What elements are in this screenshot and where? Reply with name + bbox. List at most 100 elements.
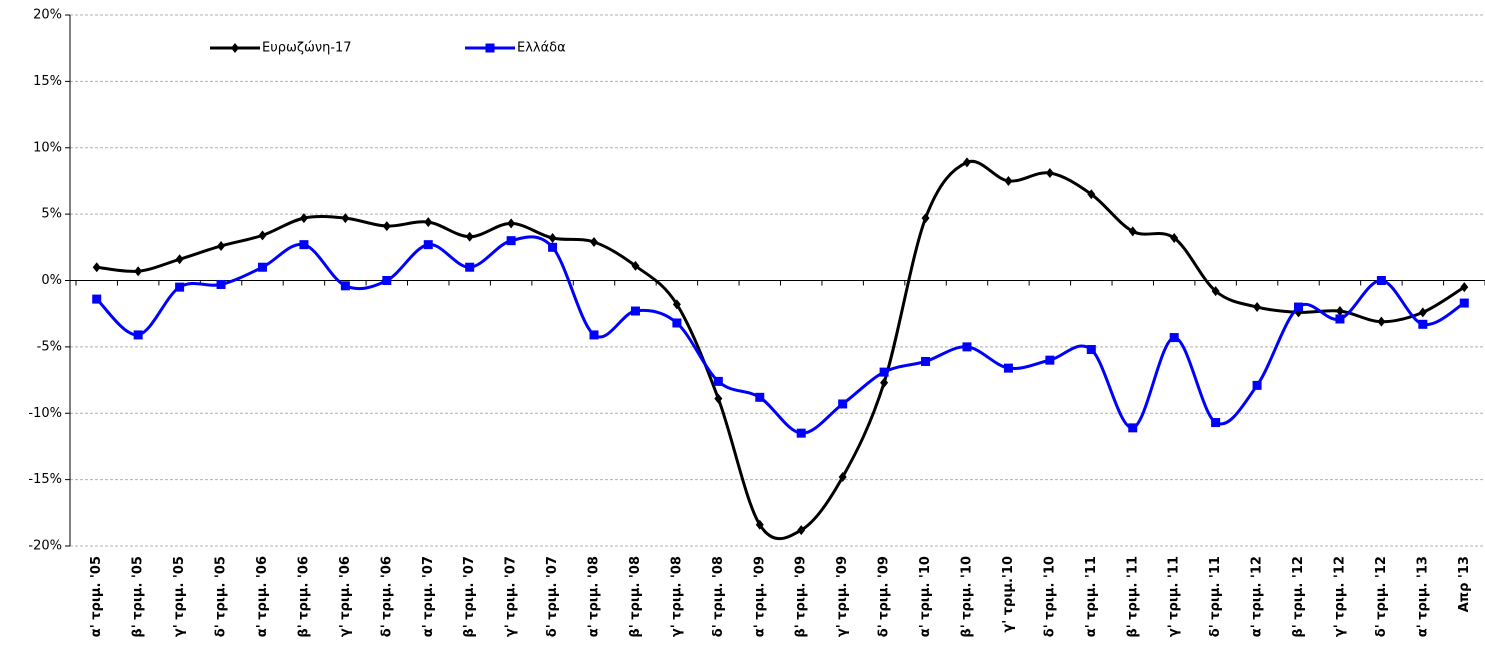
x-tick-label: α' τριμ. '13 xyxy=(1415,556,1430,637)
marker xyxy=(548,242,558,252)
marker xyxy=(507,218,516,229)
marker xyxy=(258,230,267,241)
marker xyxy=(880,377,889,388)
marker xyxy=(755,392,765,402)
x-tick-label: α' τριμ. '06 xyxy=(255,556,270,637)
marker xyxy=(630,306,640,316)
marker xyxy=(92,294,102,304)
marker xyxy=(962,342,972,352)
x-tick-label: α' τριμ. '10 xyxy=(918,556,933,637)
marker xyxy=(1211,286,1220,297)
marker xyxy=(175,282,185,292)
x-tick-label: δ' τριμ. '06 xyxy=(379,556,394,637)
x-tick-label: α' τριμ. '07 xyxy=(421,556,436,637)
marker xyxy=(382,221,391,232)
x-tick-label: δ' τριμ. '10 xyxy=(1042,556,1057,637)
marker xyxy=(672,299,681,310)
marker xyxy=(797,525,806,536)
marker xyxy=(548,233,557,244)
marker xyxy=(1128,226,1137,237)
x-tick-label: δ' τριμ. '09 xyxy=(877,556,892,637)
x-tick-label: γ' τριμ. '05 xyxy=(172,556,187,637)
y-tick-label: 0% xyxy=(41,273,62,288)
marker xyxy=(465,262,475,272)
marker xyxy=(962,157,971,168)
marker xyxy=(231,43,239,53)
y-tick-label: -20% xyxy=(28,539,62,554)
marker xyxy=(465,231,474,242)
marker xyxy=(1004,175,1013,186)
marker xyxy=(1459,298,1469,308)
marker xyxy=(217,240,226,251)
marker xyxy=(382,276,392,285)
x-tick-label: β' τριμ. '11 xyxy=(1125,556,1140,638)
x-tick-label: β' τριμ. '10 xyxy=(959,556,974,638)
x-tick-label: δ' τριμ. '12 xyxy=(1374,556,1389,637)
x-tick-label: Απρ '13 xyxy=(1457,556,1472,612)
marker xyxy=(257,262,267,272)
marker xyxy=(1003,363,1013,373)
marker xyxy=(216,279,226,289)
x-tick-label: γ' τριμ. '09 xyxy=(835,556,850,637)
marker xyxy=(672,318,682,328)
x-tick-label: γ' τριμ. '11 xyxy=(1167,556,1182,637)
marker xyxy=(133,330,143,340)
marker xyxy=(1335,314,1345,324)
x-tick-label: δ' τριμ. '11 xyxy=(1208,556,1223,637)
marker xyxy=(1170,233,1179,244)
marker xyxy=(713,376,723,386)
marker xyxy=(921,213,930,224)
marker xyxy=(423,240,433,250)
series-line xyxy=(96,159,1466,541)
y-tick-label: -15% xyxy=(28,472,62,487)
x-tick-label: γ' τριμ.'10 xyxy=(1001,556,1016,633)
y-tick-label: 10% xyxy=(33,140,62,155)
marker xyxy=(1294,302,1304,312)
x-tick-label: α' τριμ. '12 xyxy=(1250,556,1265,637)
marker xyxy=(714,393,723,404)
x-tick-label: γ' τριμ. '08 xyxy=(669,556,684,637)
x-tick-label: β' τριμ. '08 xyxy=(628,556,643,638)
x-tick-label: β' τριμ. '12 xyxy=(1291,556,1306,638)
marker xyxy=(1169,333,1179,343)
marker xyxy=(590,237,599,248)
x-tick-label: δ' τριμ. '07 xyxy=(545,556,560,637)
marker xyxy=(506,236,516,246)
marker xyxy=(1460,282,1469,293)
marker xyxy=(1418,319,1428,329)
marker xyxy=(1252,380,1262,390)
marker xyxy=(175,254,184,265)
marker xyxy=(1211,418,1221,428)
x-tick-label: β' τριμ. '05 xyxy=(131,556,146,638)
x-tick-label: β' τριμ. '07 xyxy=(462,556,477,638)
marker xyxy=(1045,167,1054,178)
marker xyxy=(1418,307,1427,318)
marker xyxy=(631,260,640,271)
marker xyxy=(485,43,495,53)
marker xyxy=(879,367,889,377)
marker xyxy=(1128,423,1138,433)
marker xyxy=(1377,316,1386,327)
marker xyxy=(1045,355,1055,365)
marker xyxy=(1087,189,1096,200)
marker xyxy=(1335,306,1344,317)
y-tick-label: 15% xyxy=(33,74,62,89)
x-tick-label: δ' τριμ. '05 xyxy=(214,556,229,637)
x-tick-label: δ' τριμ. '08 xyxy=(711,556,726,637)
marker xyxy=(341,213,350,224)
x-tick-label: γ' τριμ. '07 xyxy=(504,556,519,637)
marker xyxy=(1086,345,1096,355)
marker xyxy=(921,356,931,366)
legend-label: Ευρωζώνη-17 xyxy=(262,41,352,56)
x-tick-label: β' τριμ. '09 xyxy=(794,556,809,638)
marker xyxy=(299,240,309,250)
y-tick-label: 5% xyxy=(41,207,62,222)
marker xyxy=(340,281,350,291)
legend-label: Ελλάδα xyxy=(517,41,566,56)
marker xyxy=(838,471,847,482)
y-tick-label: 20% xyxy=(33,8,62,23)
marker xyxy=(589,330,599,340)
marker xyxy=(796,428,806,438)
marker xyxy=(424,217,433,228)
